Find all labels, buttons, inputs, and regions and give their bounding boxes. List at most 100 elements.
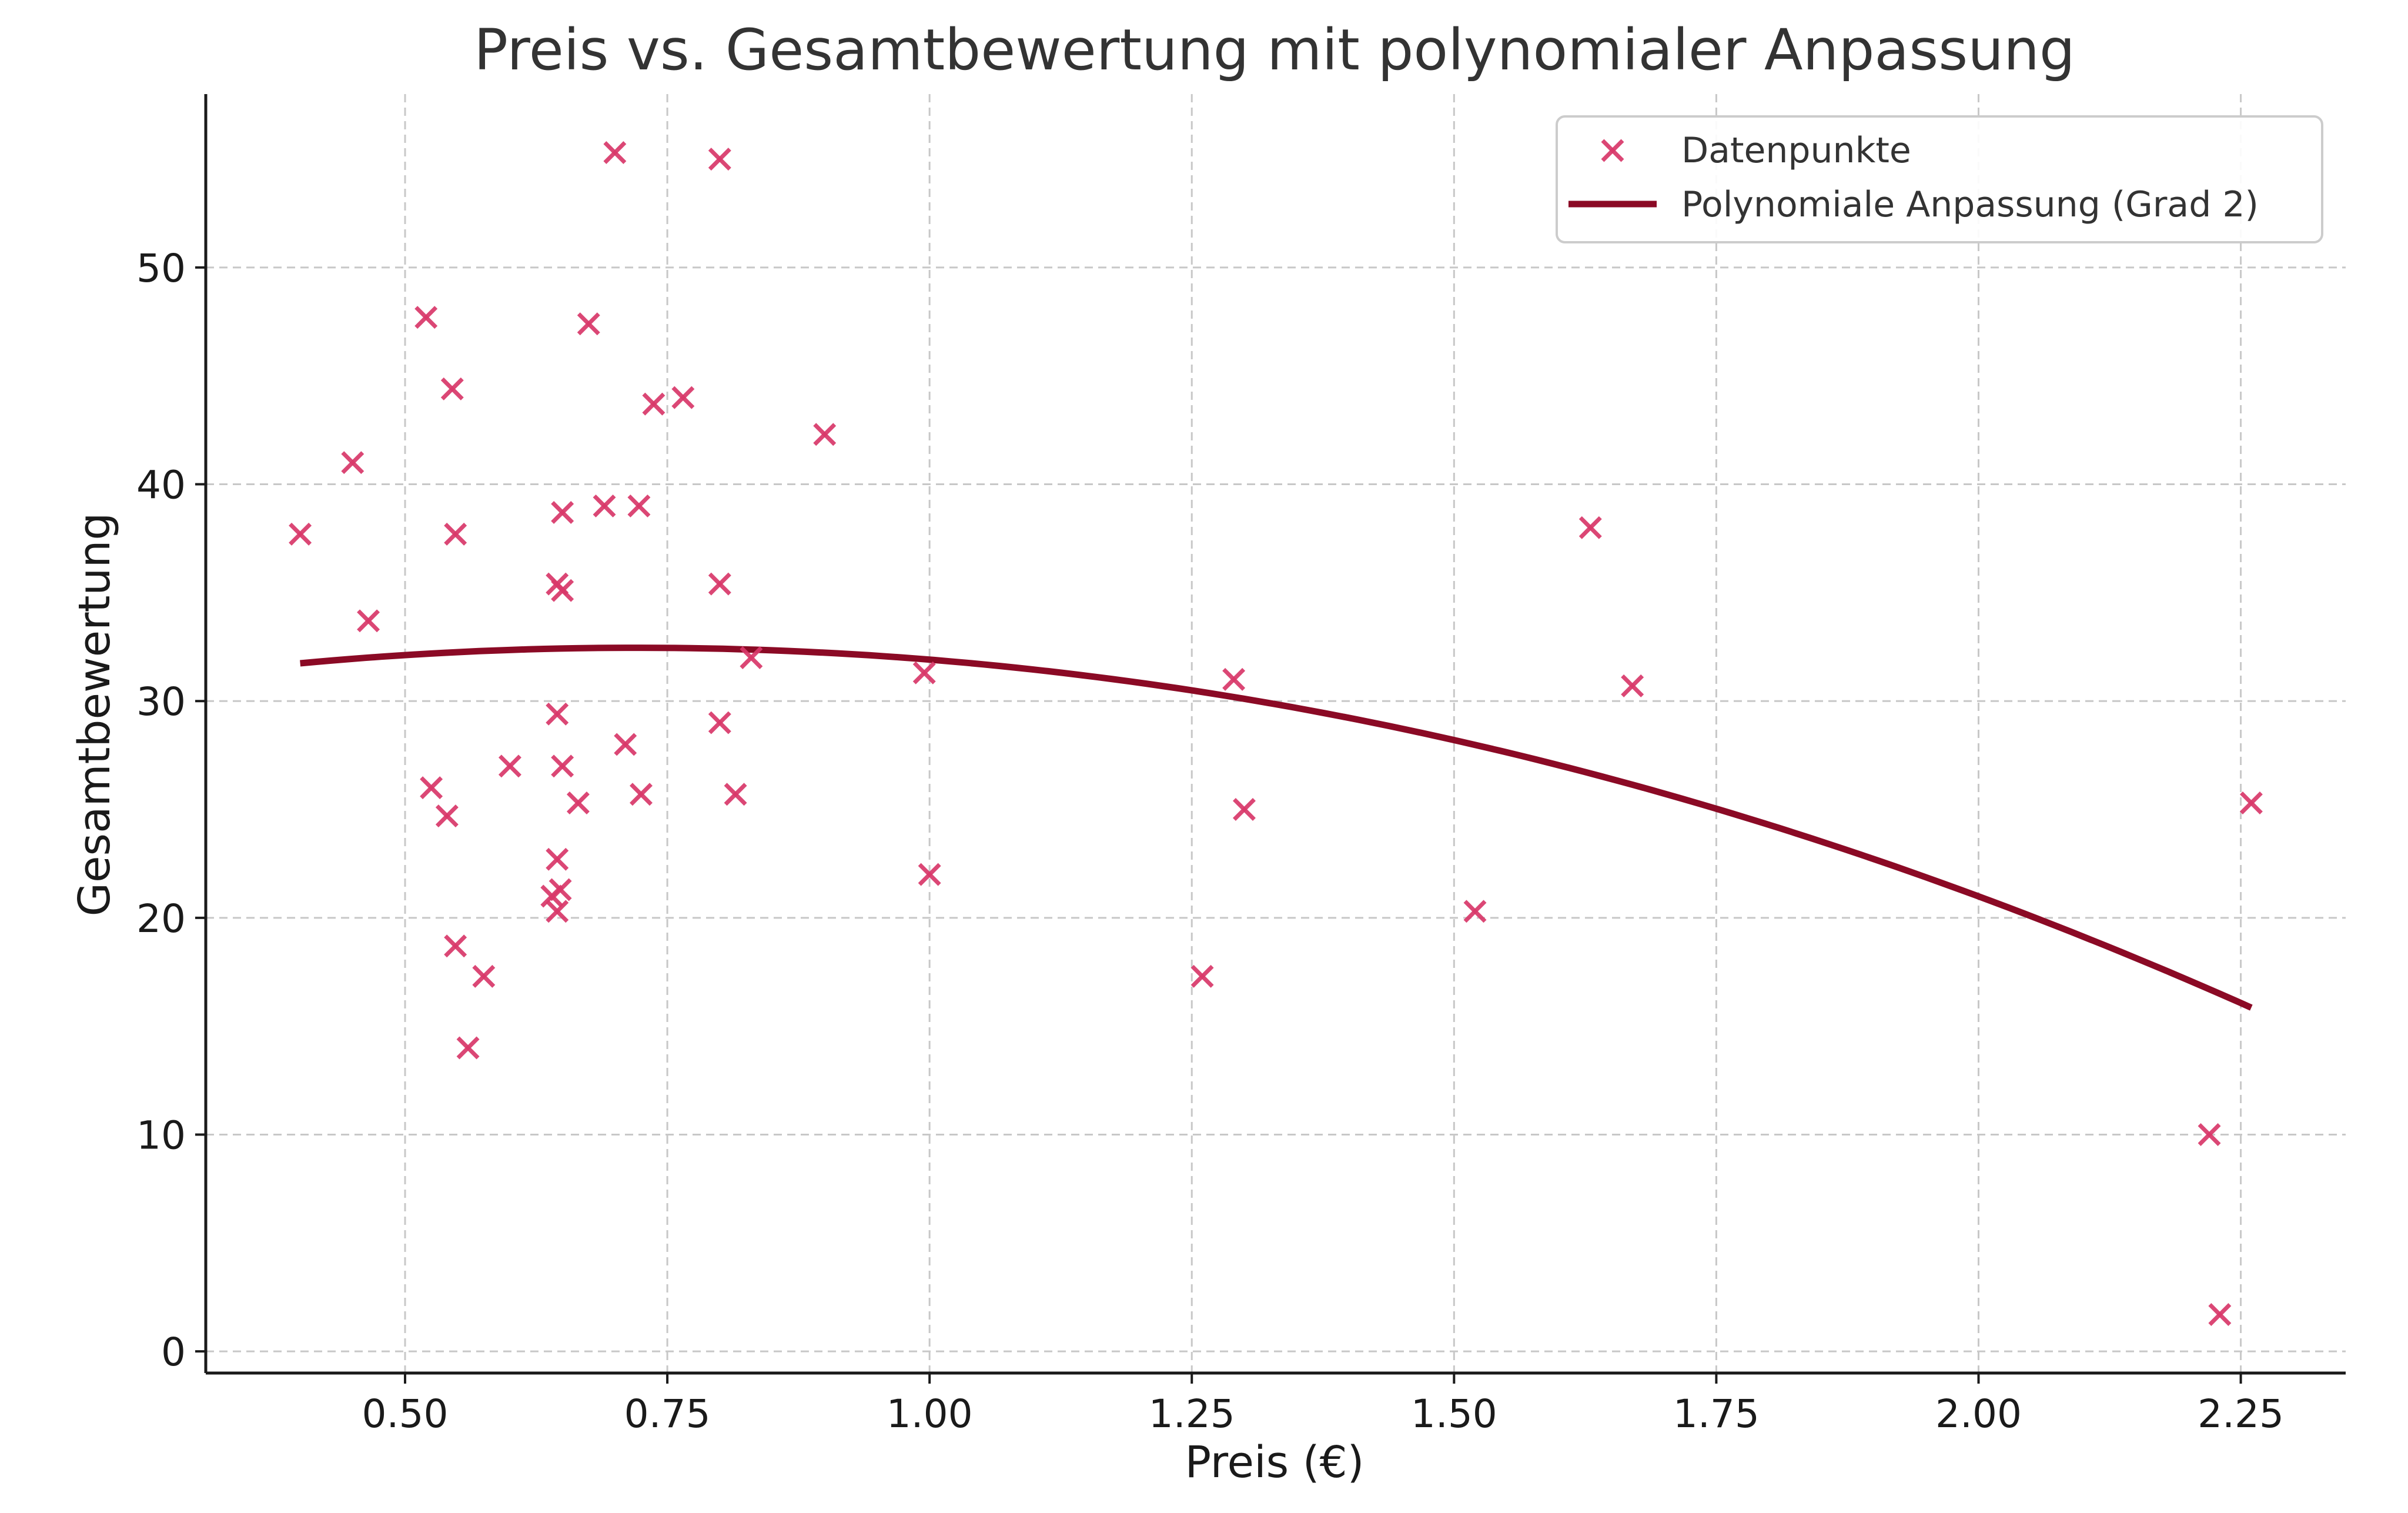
marker-stroke bbox=[912, 661, 936, 684]
y-tick-label: 10 bbox=[136, 1113, 186, 1158]
legend-entry-polynomiale-anpassung: Polynomiale Anpassung (Grad 2) bbox=[1681, 184, 2259, 225]
marker-stroke bbox=[614, 733, 637, 756]
marker-stroke bbox=[1222, 667, 1246, 691]
data-point bbox=[740, 646, 763, 669]
marker-stroke bbox=[724, 783, 747, 806]
y-tick-label: 20 bbox=[136, 896, 186, 941]
tick-labels: 0.50 0.75 1.00 1.25 1.50 1.75 2.00 2.25 0 10 20 30 4… bbox=[136, 246, 2284, 1437]
data-point bbox=[708, 572, 731, 596]
data-point bbox=[671, 386, 695, 409]
marker-stroke bbox=[630, 783, 653, 806]
marker-stroke bbox=[671, 386, 695, 409]
data-point bbox=[577, 312, 600, 336]
data-point bbox=[566, 791, 590, 814]
marker-stroke bbox=[813, 423, 837, 446]
data-point bbox=[724, 783, 747, 806]
legend-entry-datenpunkte: Datenpunkte bbox=[1681, 130, 1911, 171]
data-point bbox=[1463, 900, 1487, 923]
marker-stroke bbox=[708, 711, 731, 734]
marker-stroke bbox=[593, 494, 616, 517]
data-point bbox=[546, 847, 569, 871]
data-point bbox=[1190, 964, 1214, 988]
marker-stroke bbox=[1601, 139, 1624, 162]
marker-stroke bbox=[546, 702, 569, 726]
chart-title: Preis vs. Gesamtbewertung mit polynomial… bbox=[474, 17, 2075, 83]
legend-scatter-marker bbox=[1601, 139, 1624, 162]
y-tick-label: 30 bbox=[136, 679, 186, 724]
x-tick-label: 1.50 bbox=[1411, 1391, 1497, 1437]
marker-stroke bbox=[472, 964, 496, 988]
data-point bbox=[289, 522, 312, 546]
data-point bbox=[435, 804, 459, 828]
x-tick-label: 0.50 bbox=[362, 1391, 449, 1437]
data-point bbox=[414, 306, 438, 329]
axes bbox=[195, 94, 2346, 1384]
marker-stroke bbox=[740, 646, 763, 669]
data-point bbox=[813, 423, 837, 446]
data-point bbox=[1621, 674, 1644, 697]
x-tick-label: 2.00 bbox=[1935, 1391, 2022, 1437]
data-point bbox=[456, 1036, 480, 1060]
marker-stroke bbox=[2239, 791, 2263, 814]
data-point bbox=[440, 377, 464, 400]
marker-stroke bbox=[551, 501, 574, 524]
y-axis-label: Gesamtbewertung bbox=[69, 513, 120, 917]
marker-stroke bbox=[414, 306, 438, 329]
x-tick-label: 2.25 bbox=[2198, 1391, 2284, 1437]
data-point bbox=[593, 494, 616, 517]
legend: Datenpunkte Polynomiale Anpassung (Grad … bbox=[1556, 115, 2323, 243]
x-tick-label: 0.75 bbox=[624, 1391, 711, 1437]
marker-stroke bbox=[289, 522, 312, 546]
marker-stroke bbox=[440, 377, 464, 400]
marker-stroke bbox=[1463, 900, 1487, 923]
marker-stroke bbox=[2208, 1302, 2232, 1326]
marker-stroke bbox=[551, 579, 574, 602]
marker-stroke bbox=[603, 141, 627, 165]
data-point bbox=[1222, 667, 1246, 691]
y-tick-label: 40 bbox=[136, 463, 186, 508]
data-point bbox=[918, 863, 941, 886]
x-axis-label: Preis (€) bbox=[1185, 1437, 1364, 1488]
data-point bbox=[444, 522, 467, 546]
x-tick-label: 1.00 bbox=[887, 1391, 973, 1437]
grid bbox=[206, 94, 2346, 1373]
marker-stroke bbox=[498, 754, 521, 778]
data-point bbox=[551, 579, 574, 602]
fit-curve bbox=[300, 644, 2253, 1011]
data-point bbox=[642, 392, 665, 416]
marker-stroke bbox=[566, 791, 590, 814]
x-tick-label: 1.75 bbox=[1673, 1391, 1760, 1437]
data-point bbox=[2198, 1123, 2221, 1146]
marker-stroke bbox=[444, 934, 467, 958]
data-point bbox=[2208, 1302, 2232, 1326]
data-point bbox=[472, 964, 496, 988]
marker-stroke bbox=[546, 847, 569, 871]
data-point bbox=[549, 878, 572, 901]
data-point bbox=[551, 501, 574, 524]
y-tick-label: 50 bbox=[136, 246, 186, 291]
legend-x-marker bbox=[1601, 139, 1624, 162]
marker-stroke bbox=[1621, 674, 1644, 697]
data-point bbox=[912, 661, 936, 684]
marker-stroke bbox=[577, 312, 600, 336]
data-point bbox=[708, 711, 731, 734]
data-point bbox=[357, 609, 380, 633]
data-point bbox=[708, 148, 731, 171]
data-point bbox=[1232, 798, 1256, 821]
marker-stroke bbox=[357, 609, 380, 633]
data-point bbox=[627, 494, 651, 517]
data-point bbox=[546, 900, 569, 923]
data-point bbox=[551, 754, 574, 778]
marker-stroke bbox=[627, 494, 651, 517]
marker-stroke bbox=[2198, 1123, 2221, 1146]
x-tick-label: 1.25 bbox=[1149, 1391, 1235, 1437]
marker-stroke bbox=[456, 1036, 480, 1060]
data-point bbox=[420, 776, 443, 800]
legend-box bbox=[1556, 115, 2323, 243]
marker-stroke bbox=[551, 754, 574, 778]
marker-stroke bbox=[708, 148, 731, 171]
marker-stroke bbox=[435, 804, 459, 828]
marker-stroke bbox=[1190, 964, 1214, 988]
data-point bbox=[614, 733, 637, 756]
marker-stroke bbox=[708, 572, 731, 596]
